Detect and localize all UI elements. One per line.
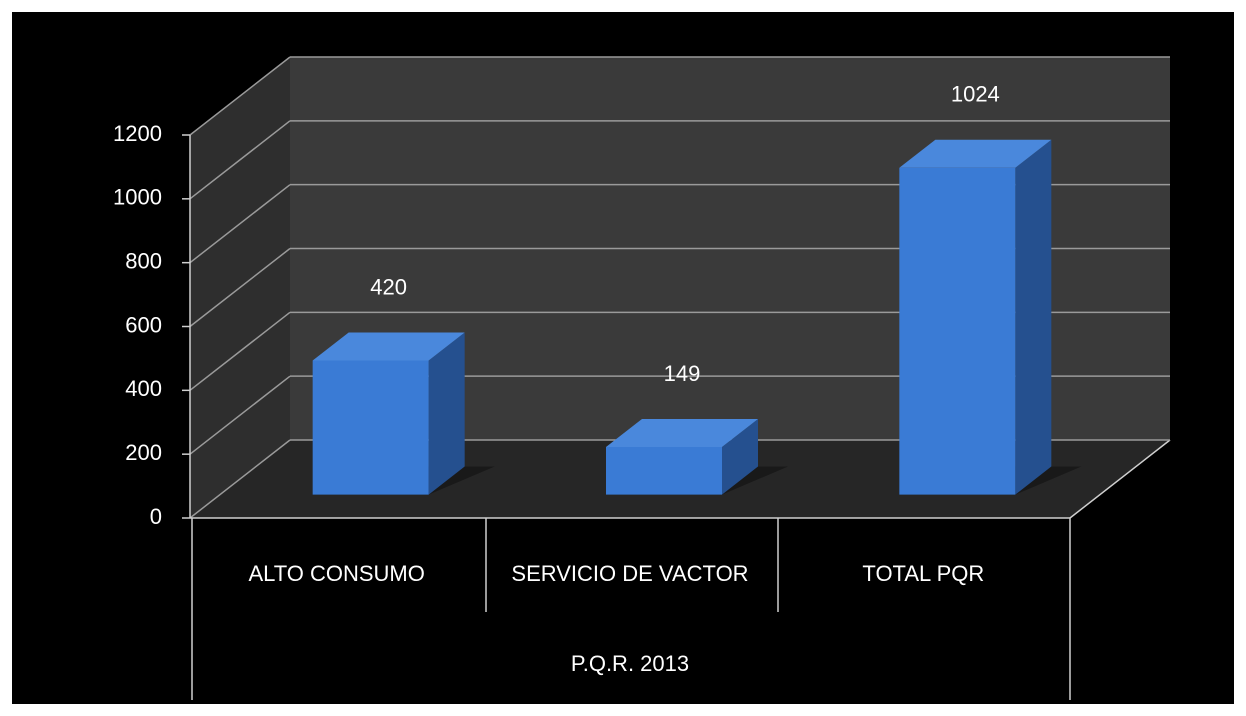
bar <box>312 360 429 495</box>
grid-line <box>189 439 291 519</box>
y-tick-label: 1200 <box>113 121 162 146</box>
floor-edge <box>1069 439 1171 519</box>
grid-line <box>189 56 291 136</box>
grid-line <box>189 311 291 391</box>
y-tick-label: 400 <box>125 376 162 401</box>
data-label: 1024 <box>951 82 1000 107</box>
bar <box>606 447 722 495</box>
bar-side <box>722 418 758 495</box>
bar-top <box>606 418 758 448</box>
y-tick-label: 0 <box>150 504 162 529</box>
data-label: 149 <box>664 361 701 386</box>
x-tick-label: TOTAL PQR <box>862 561 984 586</box>
data-label: 420 <box>370 274 407 299</box>
bar-side <box>428 332 465 495</box>
bar-side <box>1015 139 1052 495</box>
y-tick-label: 800 <box>125 248 162 273</box>
y-tick-label: 200 <box>125 440 162 465</box>
bar-top <box>312 332 465 361</box>
x-tick-label: ALTO CONSUMO <box>248 561 424 586</box>
y-tick-label: 1000 <box>113 185 162 210</box>
group-label: P.Q.R. 2013 <box>571 651 689 676</box>
category-table <box>191 439 1171 700</box>
grid-line <box>189 375 291 455</box>
grid-line <box>189 120 291 200</box>
bar-top <box>899 139 1052 168</box>
x-tick-label: SERVICIO DE VACTOR <box>511 561 748 586</box>
bar <box>899 167 1016 495</box>
y-tick-label: 600 <box>125 312 162 337</box>
grid-line <box>189 184 291 264</box>
grid-line <box>189 247 291 328</box>
